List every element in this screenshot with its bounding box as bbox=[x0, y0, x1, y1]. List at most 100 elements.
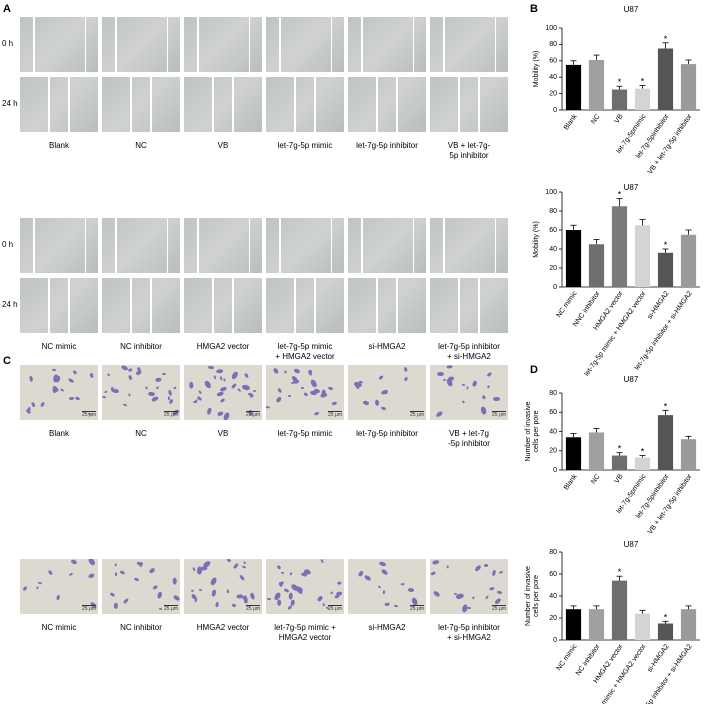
cell bbox=[56, 594, 61, 601]
cell bbox=[378, 561, 387, 568]
x-tick-label: NC bbox=[590, 113, 602, 125]
scale-bar: 25 μm bbox=[246, 605, 260, 612]
bar bbox=[680, 609, 697, 640]
cell bbox=[380, 389, 389, 396]
micrograph: 25 μm bbox=[20, 365, 98, 420]
y-tick-label: 80 bbox=[549, 208, 557, 215]
error-bar bbox=[662, 409, 669, 416]
cell bbox=[466, 385, 469, 390]
scale-bar: 25 μm bbox=[82, 605, 96, 612]
significance-marker: * bbox=[618, 77, 622, 87]
scratch-edge bbox=[232, 278, 234, 333]
scratch-edge bbox=[115, 17, 117, 72]
error-bar bbox=[616, 575, 623, 581]
micrograph bbox=[266, 278, 344, 333]
cell bbox=[402, 366, 408, 373]
cell bbox=[216, 411, 224, 418]
cell bbox=[446, 565, 449, 570]
scratch-edge bbox=[115, 218, 117, 273]
cell bbox=[249, 592, 256, 601]
cell bbox=[357, 569, 365, 577]
y-tick-label: 80 bbox=[549, 549, 557, 556]
significance-marker: * bbox=[664, 34, 668, 44]
group-label: let-7g-5p mimic bbox=[277, 429, 333, 438]
cell bbox=[40, 401, 46, 408]
cell bbox=[404, 376, 409, 382]
group-label: VB bbox=[217, 141, 229, 150]
micrograph bbox=[266, 77, 344, 132]
cell bbox=[67, 377, 75, 384]
error-bar bbox=[570, 60, 577, 65]
cell bbox=[127, 374, 133, 380]
scale-bar: 25 μm bbox=[164, 605, 178, 612]
time-label: 24 h bbox=[2, 99, 18, 108]
cell bbox=[484, 564, 489, 567]
bar bbox=[657, 623, 674, 640]
cell bbox=[277, 564, 282, 570]
group-label: HMGA2 vector bbox=[196, 342, 250, 351]
scratch-edge bbox=[412, 218, 415, 273]
micrograph bbox=[430, 278, 508, 333]
scale-bar: 25 μm bbox=[410, 411, 424, 418]
scale-bar: 25 μm bbox=[328, 411, 342, 418]
cell bbox=[276, 599, 281, 607]
scratch-edge bbox=[396, 278, 398, 333]
cell bbox=[156, 386, 160, 390]
bar bbox=[565, 64, 582, 110]
micrograph bbox=[20, 218, 98, 273]
scratch-edge bbox=[33, 218, 35, 273]
micrograph bbox=[430, 77, 508, 132]
cell bbox=[172, 577, 177, 585]
cell bbox=[243, 372, 249, 379]
cell bbox=[106, 373, 111, 378]
cell bbox=[68, 572, 73, 577]
group-label: VB + let-7g- 5p inhibitor bbox=[447, 141, 491, 160]
bar bbox=[680, 234, 697, 287]
cell bbox=[188, 381, 194, 389]
cell bbox=[222, 377, 226, 382]
cell bbox=[320, 559, 325, 564]
chart-title: U87 bbox=[624, 183, 639, 192]
cell bbox=[491, 569, 496, 577]
bar bbox=[588, 432, 605, 470]
scratch-edge bbox=[314, 77, 316, 132]
scratch-edge bbox=[494, 218, 497, 273]
bar bbox=[657, 48, 674, 110]
cell bbox=[198, 588, 202, 592]
cell bbox=[31, 401, 36, 407]
scratch-edge bbox=[248, 218, 251, 273]
micrograph bbox=[102, 77, 180, 132]
panel-letter: A bbox=[3, 3, 11, 15]
group-label: let-7g-5p inhibitor + si-HMGA2 bbox=[438, 623, 500, 642]
cell bbox=[103, 390, 108, 395]
scratch-edge bbox=[376, 77, 378, 132]
cell bbox=[319, 392, 328, 399]
group-label: VB bbox=[217, 429, 229, 438]
cell bbox=[70, 559, 78, 565]
panel-letter: C bbox=[3, 355, 11, 367]
cell bbox=[443, 379, 447, 382]
scratch-edge bbox=[68, 278, 70, 333]
scratch-edge bbox=[458, 278, 460, 333]
scratch-edge bbox=[361, 17, 363, 72]
micrograph bbox=[430, 218, 508, 273]
cell bbox=[231, 370, 240, 380]
time-label: 24 h bbox=[2, 300, 18, 309]
cell bbox=[152, 585, 158, 591]
cell bbox=[196, 395, 203, 402]
scale-bar: 25 μm bbox=[164, 411, 178, 418]
group-label: NC inhibitor bbox=[120, 342, 162, 351]
time-label: 0 h bbox=[2, 39, 14, 48]
scratch-edge bbox=[314, 278, 316, 333]
cell bbox=[461, 383, 466, 387]
cell bbox=[148, 566, 156, 574]
significance-marker: * bbox=[664, 401, 668, 411]
micrograph: 25 μm bbox=[266, 365, 344, 420]
cell bbox=[486, 385, 490, 389]
error-bar bbox=[593, 428, 600, 433]
cell bbox=[109, 591, 115, 597]
cell bbox=[272, 367, 280, 375]
group-label: NC mimic bbox=[41, 342, 77, 351]
cell bbox=[213, 374, 217, 380]
micrograph bbox=[184, 77, 262, 132]
